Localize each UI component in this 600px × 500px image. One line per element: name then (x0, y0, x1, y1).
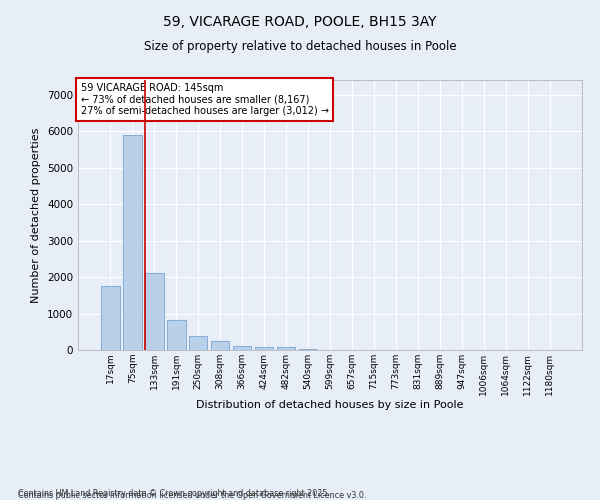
Bar (101, 286, 119, 350)
Bar (167, 320, 185, 350)
Text: 59, VICARAGE ROAD, POOLE, BH15 3AY: 59, VICARAGE ROAD, POOLE, BH15 3AY (163, 15, 437, 29)
Y-axis label: Number of detached properties: Number of detached properties (31, 128, 41, 302)
Text: Contains public sector information licensed under the Open Government Licence v3: Contains public sector information licen… (18, 491, 367, 500)
Bar (277, 348, 295, 350)
Text: 59 VICARAGE ROAD: 145sqm
← 73% of detached houses are smaller (8,167)
27% of sem: 59 VICARAGE ROAD: 145sqm ← 73% of detach… (80, 82, 329, 116)
Text: Size of property relative to detached houses in Poole: Size of property relative to detached ho… (143, 40, 457, 53)
Bar (233, 346, 251, 350)
Bar (189, 336, 208, 350)
X-axis label: Distribution of detached houses by size in Poole: Distribution of detached houses by size … (196, 400, 464, 410)
Bar (145, 274, 164, 350)
Text: Contains HM Land Registry data © Crown copyright and database right 2025.: Contains HM Land Registry data © Crown c… (18, 488, 330, 498)
Bar (255, 346, 274, 350)
Bar (123, 134, 142, 350)
Bar (211, 341, 229, 350)
